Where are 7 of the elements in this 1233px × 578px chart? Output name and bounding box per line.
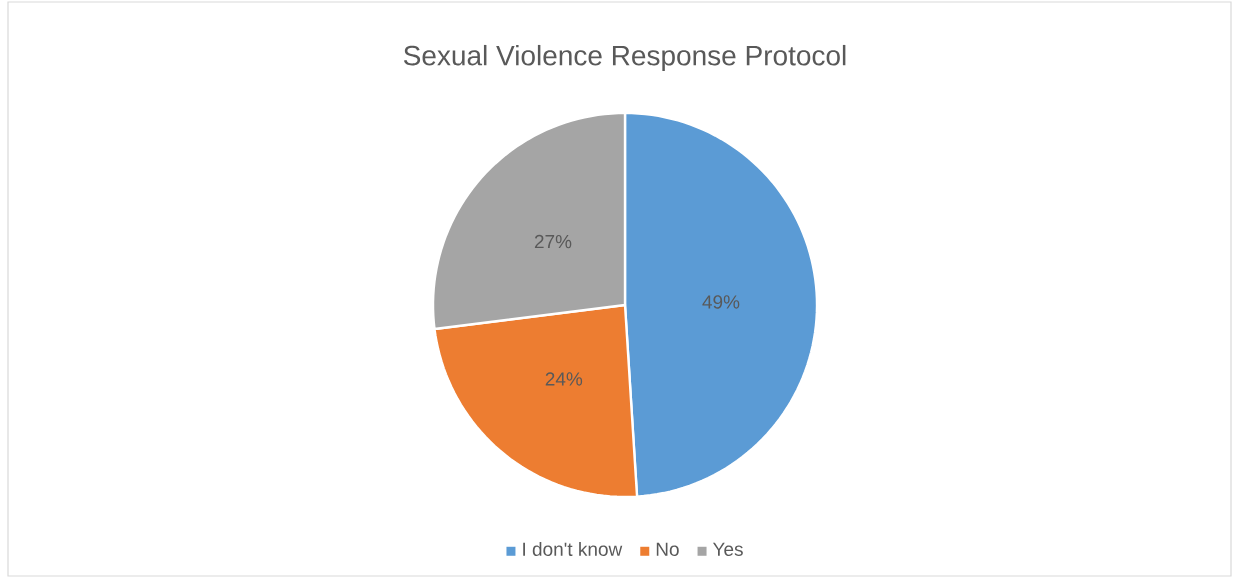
legend-label: Yes [712, 542, 743, 556]
data-label: 49% [702, 295, 740, 309]
data-label: 27% [534, 234, 572, 249]
chart-title: Sexual Violence Response Protocol [403, 44, 846, 72]
data-label: 24% [545, 372, 583, 386]
legend-label: I don't know [523, 542, 623, 556]
legend-label: No [656, 542, 679, 556]
